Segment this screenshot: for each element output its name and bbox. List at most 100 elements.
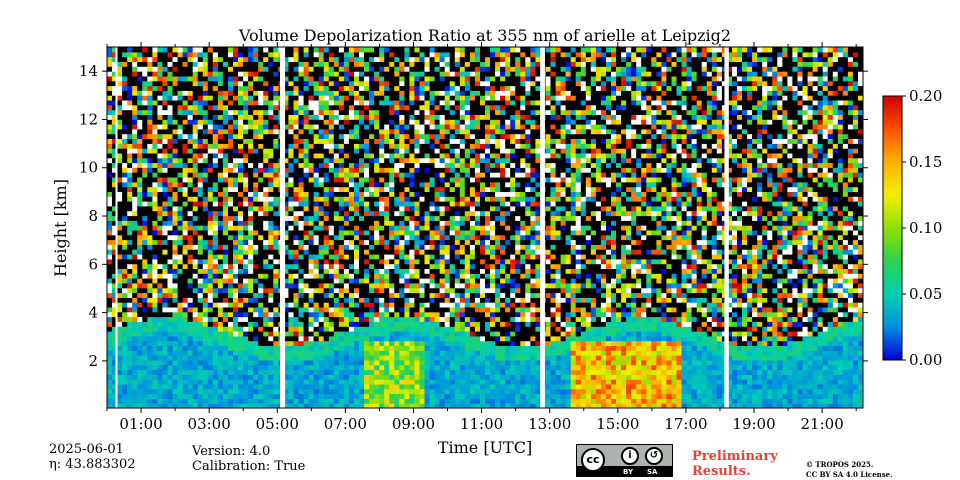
- heatmap-cell: [132, 278, 138, 284]
- heatmap-cell: [238, 75, 244, 82]
- heatmap-cell: [202, 220, 209, 226]
- heatmap-cell: [152, 393, 159, 400]
- heatmap-cell: [197, 109, 204, 116]
- heatmap-cell: [182, 80, 189, 87]
- heatmap-cell: [172, 335, 179, 342]
- heatmap-cell: [117, 321, 123, 327]
- heatmap-cell: [389, 172, 395, 178]
- heatmap-cell: [248, 229, 254, 236]
- heatmap-cell: [253, 114, 259, 120]
- heatmap-cell: [157, 297, 164, 303]
- heatmap-cell: [197, 133, 204, 140]
- heatmap-cell: [192, 66, 199, 72]
- heatmap-cell: [233, 292, 239, 298]
- heatmap-cell: [197, 263, 204, 270]
- heatmap-cell: [202, 90, 209, 96]
- heatmap-cell: [197, 311, 204, 318]
- heatmap-cell: [112, 239, 118, 245]
- heatmap-cell: [419, 379, 426, 385]
- heatmap-cell: [122, 109, 128, 116]
- heatmap-cell: [197, 95, 204, 101]
- heatmap-cell: [409, 61, 416, 67]
- heatmap-cell: [298, 297, 305, 303]
- heatmap-cell: [238, 340, 244, 347]
- heatmap-cell: [399, 331, 405, 337]
- heatmap-cell: [147, 119, 153, 125]
- heatmap-cell: [127, 157, 133, 164]
- heatmap-cell: [207, 119, 214, 125]
- heatmap-cell: [323, 143, 330, 149]
- heatmap-cell: [323, 167, 330, 173]
- heatmap-cell: [107, 359, 113, 366]
- heatmap-cell: [217, 355, 224, 361]
- heatmap-cell: [233, 205, 239, 212]
- heatmap-cell: [192, 355, 199, 361]
- heatmap-cell: [313, 379, 320, 385]
- heatmap-cell: [303, 331, 310, 337]
- heatmap-cell: [177, 205, 184, 212]
- heatmap-cell: [177, 316, 184, 322]
- heatmap-cell: [112, 383, 118, 390]
- heatmap-cell: [394, 143, 400, 149]
- heatmap-cell: [404, 379, 411, 385]
- heatmap-cell: [112, 61, 118, 67]
- heatmap-cell: [419, 75, 426, 82]
- heatmap-cell: [152, 162, 159, 168]
- heatmap-cell: [217, 225, 224, 231]
- heatmap-cell: [162, 321, 169, 327]
- heatmap-cell: [333, 128, 340, 135]
- heatmap-cell: [182, 234, 189, 241]
- heatmap-cell: [323, 379, 330, 385]
- heatmap-cell: [328, 311, 335, 318]
- heatmap-cell: [328, 167, 335, 173]
- heatmap-cell: [298, 90, 305, 96]
- heatmap-cell: [389, 321, 395, 327]
- heatmap-cell: [243, 249, 249, 255]
- heatmap-cell: [107, 311, 113, 318]
- heatmap-cell: [107, 61, 113, 67]
- heatmap-cell: [343, 268, 350, 274]
- heatmap-cell: [359, 47, 365, 53]
- heatmap-cell: [273, 234, 279, 241]
- heatmap-cell: [293, 379, 300, 385]
- heatmap-cell: [298, 85, 305, 91]
- heatmap-cell: [424, 282, 431, 289]
- heatmap-cell: [439, 215, 446, 221]
- heatmap-cell: [419, 201, 426, 207]
- heatmap-cell: [389, 239, 395, 245]
- heatmap-cell: [187, 258, 194, 265]
- heatmap-cell: [112, 374, 118, 380]
- heatmap-cell: [152, 75, 159, 82]
- heatmap-cell: [137, 99, 143, 106]
- heatmap-cell: [132, 393, 138, 400]
- heatmap-cell: [379, 306, 385, 313]
- heatmap-cell: [107, 47, 113, 53]
- heatmap-cell: [283, 95, 290, 101]
- heatmap-cell: [167, 335, 174, 342]
- heatmap-cell: [107, 306, 113, 313]
- heatmap-cell: [359, 292, 365, 298]
- heatmap-cell: [268, 234, 274, 241]
- heatmap-cell: [409, 306, 416, 313]
- heatmap-cell: [429, 379, 436, 385]
- heatmap-cell: [167, 302, 174, 308]
- heatmap-cell: [424, 340, 431, 347]
- heatmap-cell: [207, 355, 214, 361]
- heatmap-cell: [313, 278, 320, 284]
- heatmap-cell: [202, 109, 209, 116]
- heatmap-cell: [328, 191, 335, 197]
- heatmap-cell: [122, 321, 128, 327]
- heatmap-cell: [354, 80, 360, 87]
- heatmap-cell: [212, 403, 219, 408]
- heatmap-cell: [354, 229, 360, 236]
- heatmap-cell: [152, 152, 159, 159]
- heatmap-cell: [354, 388, 360, 395]
- heatmap-cell: [238, 335, 244, 342]
- heatmap-cell: [182, 326, 189, 332]
- heatmap-cell: [283, 229, 290, 236]
- heatmap-cell: [192, 234, 199, 241]
- heatmap-cell: [147, 138, 153, 144]
- heatmap-cell: [182, 268, 189, 274]
- heatmap-cell: [152, 287, 159, 294]
- heatmap-cell: [177, 340, 184, 347]
